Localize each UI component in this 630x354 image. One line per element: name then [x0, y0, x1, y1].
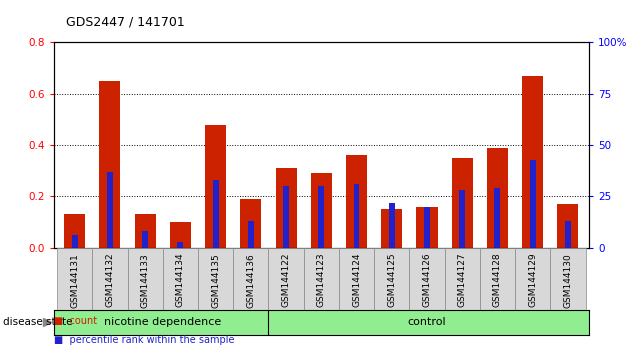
- Text: GSM144125: GSM144125: [387, 253, 396, 307]
- Text: control: control: [408, 317, 446, 327]
- Bar: [318, 186, 324, 248]
- Text: ■  count: ■ count: [54, 316, 96, 326]
- Text: GSM144131: GSM144131: [70, 253, 79, 308]
- Bar: [283, 186, 289, 248]
- Text: GSM144133: GSM144133: [140, 253, 150, 308]
- Bar: [268, 248, 304, 310]
- Text: nicotine dependence: nicotine dependence: [104, 317, 221, 327]
- Text: GSM144134: GSM144134: [176, 253, 185, 307]
- Bar: [424, 207, 430, 248]
- Bar: [515, 248, 550, 310]
- Text: GSM144124: GSM144124: [352, 253, 361, 307]
- Bar: [93, 248, 127, 310]
- Text: GSM144130: GSM144130: [563, 253, 573, 308]
- Bar: [339, 248, 374, 310]
- Bar: [107, 172, 113, 248]
- Bar: [233, 248, 268, 310]
- Bar: [72, 235, 77, 248]
- Bar: [530, 160, 535, 248]
- Bar: [178, 242, 183, 248]
- Bar: [410, 248, 445, 310]
- Bar: [565, 221, 571, 248]
- Bar: [127, 248, 163, 310]
- Bar: [213, 180, 219, 248]
- Bar: [240, 199, 261, 248]
- Bar: [452, 158, 472, 248]
- Text: disease state: disease state: [3, 317, 72, 327]
- Bar: [416, 207, 438, 248]
- Bar: [248, 221, 254, 248]
- Bar: [480, 248, 515, 310]
- Bar: [374, 248, 410, 310]
- Bar: [381, 209, 403, 248]
- Bar: [550, 248, 585, 310]
- Bar: [445, 248, 480, 310]
- Bar: [487, 148, 508, 248]
- Bar: [558, 204, 578, 248]
- Bar: [135, 215, 156, 248]
- Bar: [459, 190, 465, 248]
- Bar: [64, 215, 85, 248]
- Bar: [100, 81, 120, 248]
- Text: GSM144132: GSM144132: [105, 253, 115, 307]
- Bar: [57, 248, 93, 310]
- Text: GSM144129: GSM144129: [528, 253, 537, 307]
- Bar: [522, 76, 543, 248]
- Bar: [346, 155, 367, 248]
- Bar: [142, 232, 148, 248]
- Text: GSM144126: GSM144126: [423, 253, 432, 307]
- Bar: [198, 248, 233, 310]
- Text: GSM144122: GSM144122: [282, 253, 290, 307]
- Bar: [353, 184, 360, 248]
- Bar: [205, 125, 226, 248]
- Bar: [275, 168, 297, 248]
- Text: GSM144136: GSM144136: [246, 253, 255, 308]
- Bar: [311, 173, 332, 248]
- Bar: [304, 248, 339, 310]
- Bar: [163, 248, 198, 310]
- Text: GDS2447 / 141701: GDS2447 / 141701: [66, 15, 185, 28]
- Text: GSM144135: GSM144135: [211, 253, 220, 308]
- Bar: [495, 188, 500, 248]
- Text: ■  percentile rank within the sample: ■ percentile rank within the sample: [54, 335, 234, 345]
- Text: GSM144128: GSM144128: [493, 253, 502, 307]
- Bar: [389, 202, 395, 248]
- Bar: [170, 222, 191, 248]
- Text: GSM144127: GSM144127: [458, 253, 467, 307]
- Text: GSM144123: GSM144123: [317, 253, 326, 307]
